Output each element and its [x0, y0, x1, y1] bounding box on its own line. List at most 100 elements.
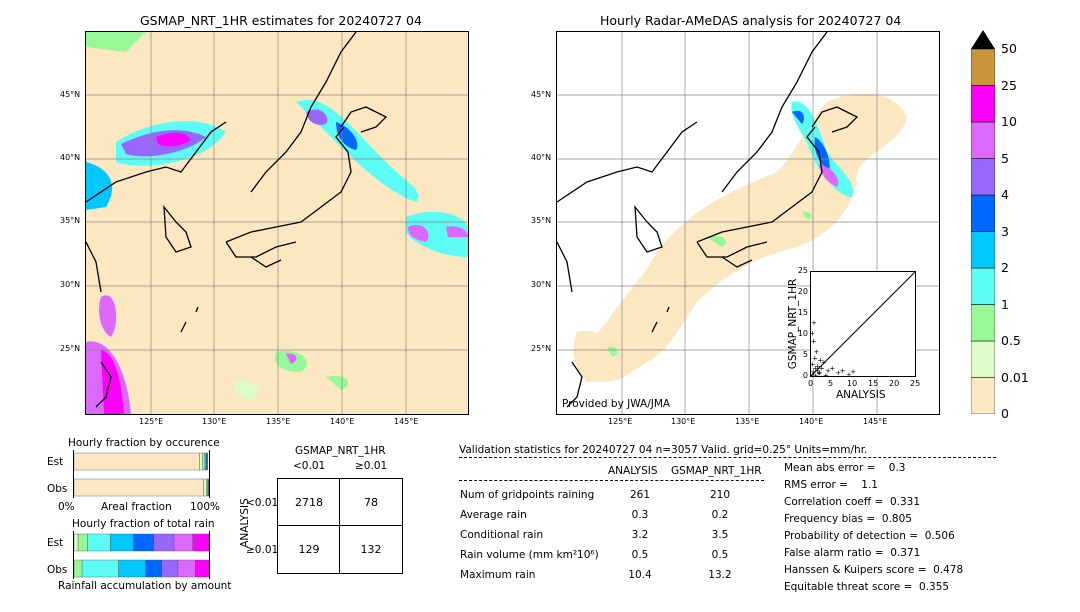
validation-row-gsmap: 210 [709, 489, 731, 501]
validation-col-gsmap: GSMAP_NRT_1HR [671, 465, 762, 477]
scatter-xtick: 5 [828, 379, 834, 388]
right-map-lon-label: 130°E [671, 417, 696, 426]
fraction-bar-segment [74, 559, 83, 578]
colorbar-label: 5 [1001, 150, 1009, 166]
fraction-bar-segment [74, 452, 200, 471]
fraction-bar-segment [177, 559, 196, 578]
occurrence-est-label: Est [47, 456, 64, 468]
right-map-lon-label: 140°E [799, 417, 824, 426]
left-map-lat-label: 30°N [60, 280, 81, 289]
scatter-point: + [813, 348, 819, 356]
occurrence-axis-mid: Areal fraction [101, 501, 172, 513]
scatter-xlabel: ANALYSIS [836, 389, 886, 401]
occurrence-chart [73, 450, 210, 498]
validation-score: Mean abs error = 0.3 [784, 462, 906, 474]
left-map-lon-label: 140°E [330, 417, 355, 426]
map-credit: Provided by JWA/JMA [562, 398, 671, 410]
scatter-ytick: 20 [797, 287, 808, 296]
fraction-bar-segment [202, 452, 206, 471]
validation-header: Validation statistics for 20240727 04 n=… [459, 444, 868, 456]
scatter-point: + [811, 361, 816, 369]
validation-row-label: Num of gridpoints raining [460, 489, 595, 501]
left-map-lon-label: 130°E [202, 417, 227, 426]
occurrence-obs-label: Obs [47, 483, 68, 495]
fraction-bar-segment [204, 452, 207, 471]
colorbar-block [971, 121, 995, 159]
colorbar-label: 3 [1001, 223, 1009, 239]
scatter-point: + [846, 371, 852, 376]
scatter-ytick: 0 [802, 371, 808, 380]
colorbar-block [971, 85, 995, 123]
right-map-lat-label: 30°N [531, 280, 552, 289]
colorbar-block [971, 158, 995, 196]
validation-row-label: Average rain [460, 509, 527, 521]
scatter-point: + [812, 354, 818, 362]
fraction-bar-segment [199, 452, 203, 471]
fraction-bar-segment [173, 533, 194, 552]
scatter-point: + [816, 370, 822, 376]
validation-row-analysis: 0.5 [631, 549, 649, 561]
left-map-lat-label: 45°N [60, 90, 81, 99]
right-map-lon-label: 135°E [735, 417, 760, 426]
scatter-point: + [811, 329, 815, 337]
occurrence-axis-left: 0% [58, 501, 75, 513]
colorbar-label: 50 [1001, 41, 1017, 56]
colorbar-label: 0 [1001, 406, 1009, 421]
scatter-xtick: 0 [808, 379, 814, 388]
validation-row-gsmap: 0.5 [711, 549, 729, 561]
contingency-cell-d: 132 [360, 542, 382, 556]
fraction-bar-segment [74, 478, 204, 497]
colorbar-block [971, 377, 995, 414]
contingency-cell-c: 129 [298, 542, 320, 556]
validation-divider-2 [459, 480, 764, 481]
colorbar-svg [971, 30, 995, 414]
fraction-bar-segment [133, 533, 154, 552]
validation-row-gsmap: 13.2 [708, 569, 732, 581]
right-map-canvas [557, 32, 939, 414]
scatter-xtick: 20 [889, 379, 900, 388]
occurrence-bars [74, 452, 209, 497]
colorbar-block [971, 231, 995, 269]
scatter-point: + [813, 372, 819, 376]
validation-row-analysis: 261 [629, 489, 651, 501]
scatter-xtick: 10 [847, 379, 858, 388]
colorbar-extend-arrow [971, 30, 995, 49]
scatter-xtick: 15 [868, 379, 879, 388]
scatter-point: + [836, 369, 842, 376]
colorbar-label: 4 [1001, 187, 1009, 202]
left-map-lon-label: 135°E [266, 417, 291, 426]
amount-est-label: Est [47, 537, 64, 549]
colorbar-block [971, 340, 995, 378]
fraction-bar-segment [74, 533, 79, 552]
fraction-bar-segment [206, 452, 208, 471]
left-map-canvas [86, 32, 468, 414]
validation-row-label: Maximum rain [460, 569, 536, 581]
validation-row-gsmap: 0.2 [711, 509, 729, 521]
fraction-bar-segment [118, 559, 146, 578]
fraction-bar-segment [203, 478, 207, 497]
right-map-lon-label: 145°E [863, 417, 888, 426]
colorbar-block [971, 267, 995, 305]
scatter-ytick: 5 [802, 350, 808, 359]
scatter-ylabel: GSMAP_NRT_1HR [787, 278, 799, 370]
right-map-lat-label: 25°N [531, 344, 552, 353]
validation-row-gsmap: 3.5 [711, 529, 729, 541]
contingency-row-lt: <0.01 [246, 497, 279, 509]
scatter-point: + [840, 367, 846, 375]
scatter-ytick: 15 [797, 308, 808, 317]
amount-bars [74, 533, 209, 578]
left-map-lon-label: 145°E [394, 417, 419, 426]
scatter-point: + [850, 368, 856, 376]
scatter-point: + [819, 365, 825, 373]
colorbar [971, 30, 995, 414]
colorbar-block [971, 304, 995, 342]
scatter-point: + [821, 358, 827, 366]
scatter-xtick: 25 [910, 379, 921, 388]
contingency-col-lt: <0.01 [293, 460, 326, 472]
colorbar-label: 10 [1001, 114, 1017, 129]
left-map-lat-label: 25°N [60, 344, 81, 353]
scatter-point: + [829, 365, 835, 373]
contingency-col-header: GSMAP_NRT_1HR [295, 445, 386, 457]
left-map-lon-label: 125°E [139, 417, 164, 426]
fraction-bar-segment [192, 533, 209, 552]
